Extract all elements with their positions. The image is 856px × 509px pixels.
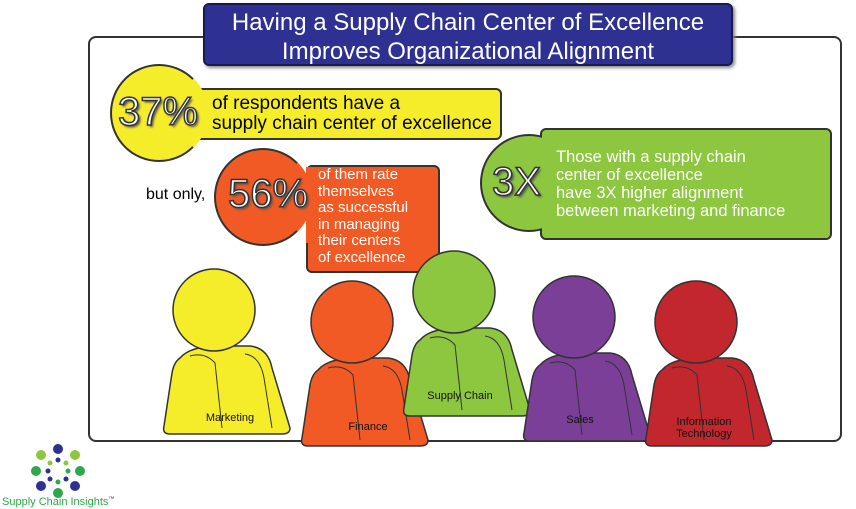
logo-text: Supply Chain Insights™ <box>2 496 114 508</box>
person-label: Supply Chain <box>427 390 493 402</box>
text-line: of them rate <box>318 166 399 183</box>
title-line-1: Having a Supply Chain Center of Excellen… <box>231 9 705 36</box>
stat-37-box <box>186 88 502 140</box>
text-line: as successful <box>318 199 409 216</box>
stat-56-value: 56% <box>227 171 309 217</box>
text-line: between marketing and finance <box>556 202 786 220</box>
logo-name: Supply Chain Insights <box>2 496 109 508</box>
text-line: themselves <box>318 182 394 200</box>
person-head <box>654 280 738 364</box>
text-line: center of excellence <box>556 166 703 184</box>
stat-37-text: of respondents have a supply chain cente… <box>212 94 492 134</box>
person-head <box>412 250 496 334</box>
text-line: in managing <box>318 215 400 233</box>
person-label: Marketing <box>205 412 255 424</box>
person-supply-chain <box>400 250 535 420</box>
logo-icon <box>31 444 85 498</box>
stat-3x-value: 3X <box>491 159 541 205</box>
person-label: Sales <box>566 414 594 426</box>
stat-3x-text: Those with a supply chain center of exce… <box>556 148 785 220</box>
person-information-technology <box>642 280 777 450</box>
person-head <box>310 280 394 364</box>
text-line: of excellence <box>318 248 406 266</box>
stat-56-circle <box>214 148 312 246</box>
title-banner: Having a Supply Chain Center of Excellen… <box>203 3 733 66</box>
stat-56-box <box>306 165 440 273</box>
person-sales <box>520 275 655 445</box>
person-finance <box>298 280 433 450</box>
person-label: Finance <box>348 421 388 433</box>
text-line: Those with a supply chain <box>556 148 746 166</box>
but-only-text: but only, <box>146 186 206 203</box>
text-line: their centers <box>318 232 401 249</box>
stat-37-value: 37% <box>117 89 199 135</box>
text-line: supply chain center of excellence <box>212 113 492 134</box>
person-head <box>532 275 616 359</box>
stat-3x-joint <box>542 136 572 230</box>
person-marketing <box>160 268 295 438</box>
stat-56-joint <box>306 167 316 243</box>
text-line: have 3X higher alignment <box>556 184 744 202</box>
text-line: of respondents have a <box>212 93 401 114</box>
stat-56-text: of them rate themselves as successful in… <box>318 166 409 266</box>
person-label: Information Technology <box>676 416 732 440</box>
person-head <box>172 268 256 352</box>
logo-tm: ™ <box>108 496 115 503</box>
stat-37-joint <box>190 90 200 138</box>
title-line-2: Improves Organizational Alignment <box>281 38 655 65</box>
